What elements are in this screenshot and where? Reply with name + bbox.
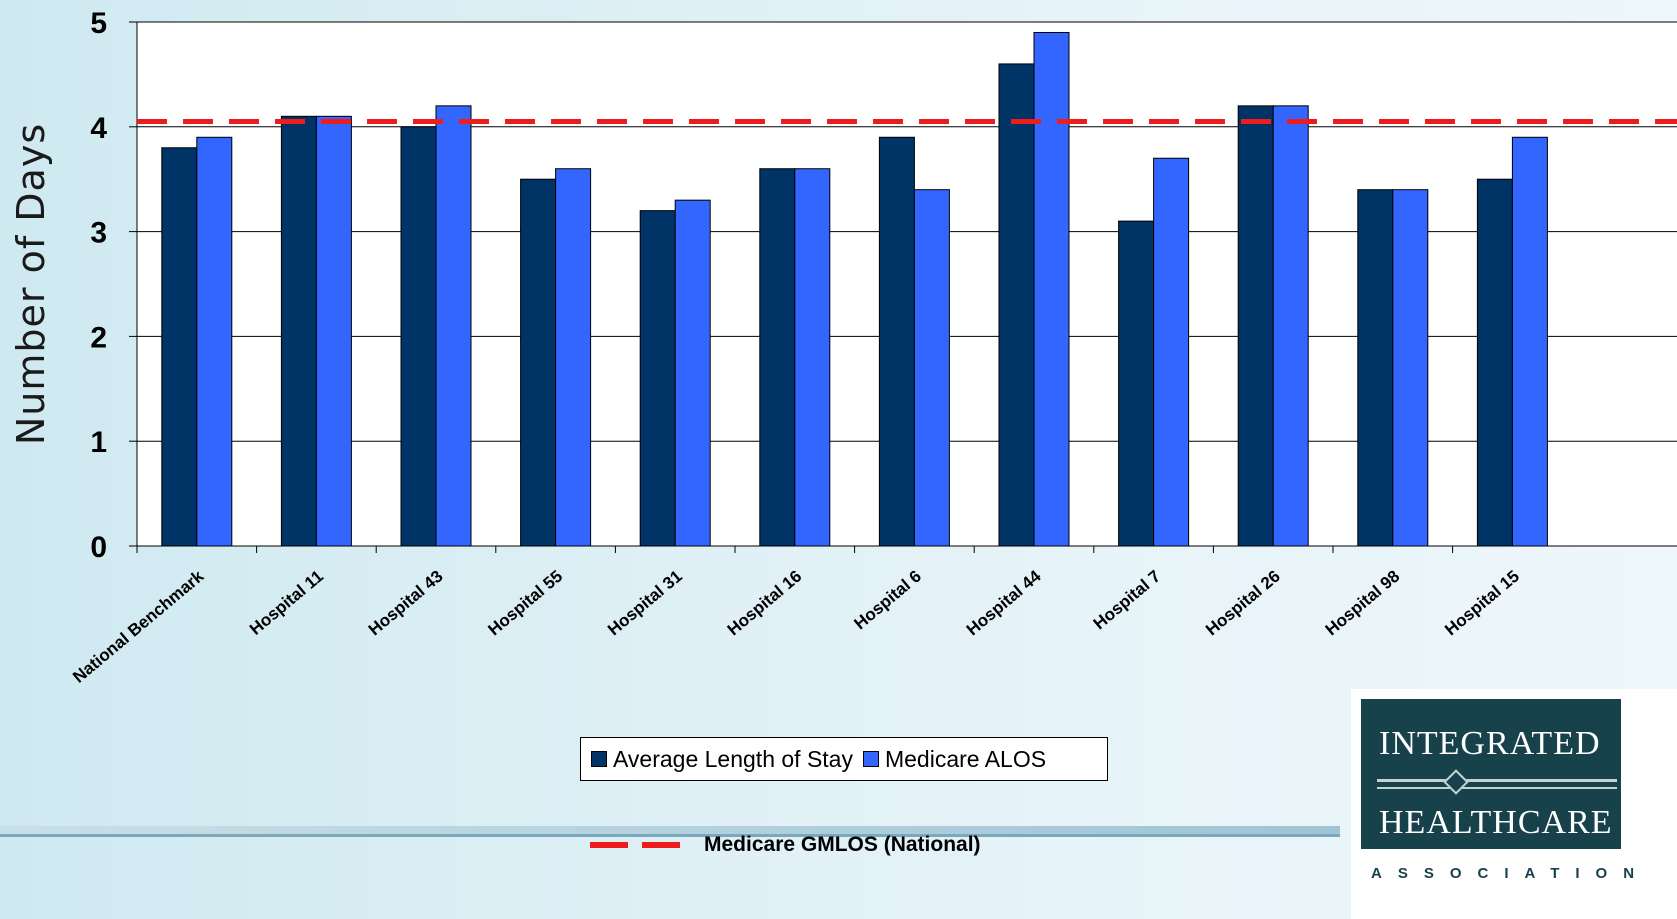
- bar-avg-los: [520, 178, 557, 547]
- y-tick-label: 1: [90, 426, 107, 459]
- legend-swatch-avg-los: [591, 751, 607, 767]
- legend-label-medicare-alos: Medicare ALOS: [884, 745, 1047, 772]
- integrated-healthcare-logo: INTEGRATED HEALTHCARE ASSOCIATION: [1351, 689, 1677, 919]
- category-label: National Benchmark: [69, 566, 208, 687]
- bar-avg-los: [1357, 189, 1394, 547]
- bar-avg-los: [1237, 105, 1274, 547]
- bar-medicare-alos: [794, 168, 831, 547]
- bar-medicare-alos: [315, 115, 352, 547]
- category-label: Hospital 16: [724, 567, 806, 640]
- y-tick-label: 5: [90, 7, 107, 40]
- y-tick-label: 4: [90, 112, 107, 145]
- category-label: Hospital 44: [963, 566, 1045, 639]
- y-tick-label: 2: [90, 321, 107, 354]
- category-label: Hospital 98: [1322, 567, 1404, 640]
- bar-avg-los: [639, 210, 676, 547]
- legend-swatch-medicare-alos: [862, 751, 879, 767]
- bar-avg-los: [161, 147, 198, 547]
- reference-line-swatch: [590, 842, 682, 848]
- logo-word-association: ASSOCIATION: [1371, 865, 1651, 882]
- bar-medicare-alos: [913, 189, 950, 547]
- bar-medicare-alos: [555, 168, 592, 547]
- bar-medicare-alos: [1272, 105, 1309, 547]
- bar-avg-los: [1118, 220, 1155, 547]
- reference-line-label: Medicare GMLOS (National): [704, 833, 981, 856]
- footer-rule: [0, 834, 1340, 837]
- bar-medicare-alos: [1511, 136, 1548, 547]
- bar-medicare-alos: [1153, 157, 1190, 547]
- legend-label-avg-los: Average Length of Stay: [613, 745, 853, 772]
- category-label: Hospital 43: [365, 567, 447, 640]
- logo-word-healthcare: HEALTHCARE: [1379, 804, 1613, 841]
- legend-item-avg-los: Average Length of Stay: [591, 746, 853, 773]
- category-label: Hospital 31: [604, 567, 686, 640]
- category-label: Hospital 15: [1441, 567, 1523, 640]
- bar-medicare-alos: [435, 105, 472, 547]
- bar-medicare-alos: [1392, 189, 1429, 547]
- reference-line-legend: Medicare GMLOS (National): [590, 830, 1060, 860]
- bar-medicare-alos: [1033, 31, 1070, 547]
- bar-avg-los: [878, 136, 915, 547]
- category-label: Hospital 6: [851, 567, 925, 634]
- y-tick-label: 0: [90, 531, 107, 564]
- y-tick-label: 3: [90, 217, 107, 250]
- category-label: Hospital 7: [1090, 567, 1164, 634]
- logo-word-integrated: INTEGRATED: [1379, 725, 1601, 762]
- legend-item-medicare-alos: Medicare ALOS: [862, 745, 1047, 773]
- logo-rule-lower: [1377, 787, 1617, 789]
- logo-diamond-icon: [1443, 769, 1469, 795]
- bar-medicare-alos: [674, 199, 711, 547]
- footer-band: [0, 826, 1340, 834]
- category-label: Hospital 11: [246, 567, 327, 639]
- bar-avg-los: [280, 115, 317, 547]
- y-axis-title: Number of Days: [9, 123, 53, 445]
- bar-avg-los: [400, 126, 437, 547]
- bar-avg-los: [759, 168, 796, 547]
- bar-medicare-alos: [196, 136, 233, 547]
- legend: Average Length of Stay Medicare ALOS: [580, 737, 1108, 781]
- logo-rule: [1377, 779, 1617, 782]
- logo-panel: INTEGRATED HEALTHCARE: [1361, 699, 1621, 849]
- category-label: Hospital 26: [1202, 567, 1284, 640]
- bar-avg-los: [998, 63, 1035, 547]
- category-label: Hospital 55: [484, 567, 566, 640]
- bar-avg-los: [1476, 178, 1513, 547]
